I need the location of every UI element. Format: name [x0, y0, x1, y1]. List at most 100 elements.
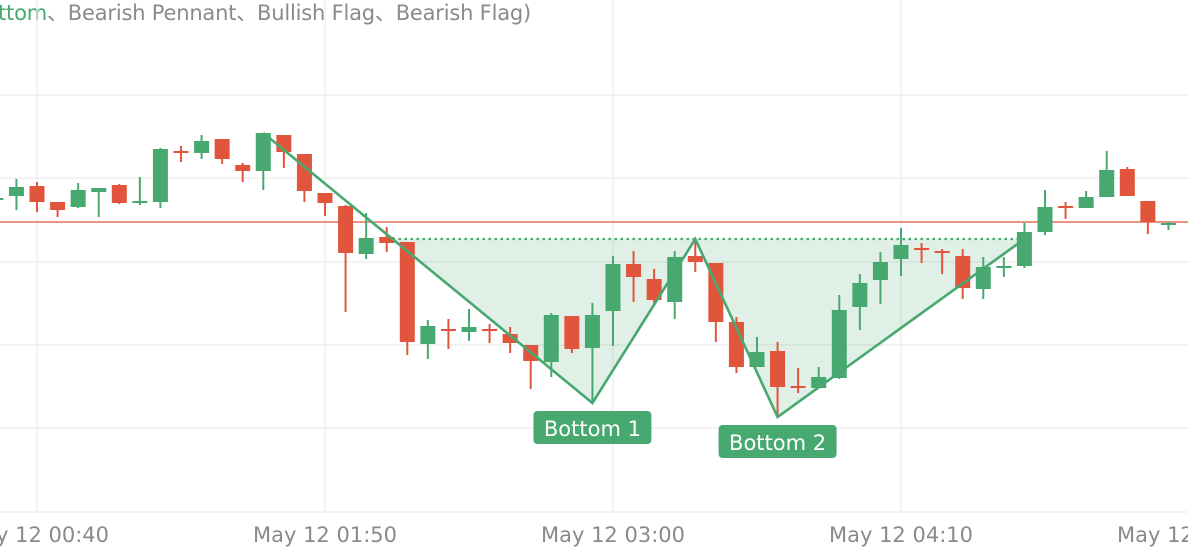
- title-rest: 、Bearish Pennant、Bullish Flag、Bearish Fl…: [46, 1, 531, 25]
- chart-title: ttom、Bearish Pennant、Bullish Flag、Bearis…: [0, 0, 531, 27]
- pattern-line: [262, 131, 1026, 419]
- candle: [1037, 190, 1053, 235]
- candle-body: [564, 316, 580, 349]
- candle: [173, 146, 189, 162]
- x-tick-label: May 12 00:40: [0, 523, 109, 547]
- candle: [70, 183, 86, 208]
- x-tick-label: May 12 03:00: [541, 523, 685, 547]
- candle: [914, 243, 930, 263]
- candle: [543, 313, 559, 377]
- annotation-label: Bottom 1: [544, 417, 641, 441]
- x-axis: May 12 00:40 May 12 01:50 May 12 03:00 May …: [0, 511, 1188, 547]
- x-tick-label: May 12 01:50: [253, 523, 397, 547]
- candle-body: [543, 315, 559, 362]
- candle: [1078, 191, 1094, 208]
- candle-body: [872, 262, 888, 280]
- pattern-overlay: Bottom 1 Bottom 2: [262, 131, 1026, 458]
- candle: [1058, 202, 1074, 219]
- candle: [338, 205, 354, 312]
- candle: [811, 367, 827, 388]
- annotation-box: [718, 425, 837, 458]
- candle-body: [461, 327, 477, 332]
- x-tick-label: May 12 05:20: [1117, 523, 1188, 547]
- candle-body: [790, 386, 806, 388]
- candle-body: [584, 315, 600, 348]
- candle: [255, 133, 271, 190]
- candle-body: [338, 206, 354, 253]
- candle-body: [1078, 197, 1094, 208]
- candle-body: [996, 266, 1012, 268]
- x-tick-label: May 12 04:10: [829, 523, 973, 547]
- candle: [0, 198, 4, 200]
- candle: [379, 227, 395, 252]
- candle: [399, 242, 415, 355]
- candle: [646, 269, 662, 304]
- candle-body: [379, 237, 395, 243]
- candle-body: [811, 377, 827, 388]
- candle: [1160, 222, 1176, 230]
- candle-body: [91, 188, 107, 192]
- candle-body: [50, 202, 66, 210]
- candle: [440, 319, 456, 349]
- candle: [132, 177, 148, 205]
- title-highlight: ttom: [0, 1, 47, 25]
- candle-body: [358, 238, 374, 254]
- candle: [317, 193, 333, 216]
- candle-body: [111, 185, 127, 203]
- candle: [50, 202, 66, 217]
- candle: [358, 213, 374, 259]
- candle: [687, 240, 703, 272]
- candle: [194, 135, 210, 159]
- candle: [996, 257, 1012, 277]
- candle-body: [132, 201, 148, 203]
- candle: [1099, 151, 1115, 197]
- candle-body: [1160, 223, 1176, 225]
- candle: [790, 368, 806, 393]
- candle: [605, 256, 621, 346]
- candle-body: [893, 245, 909, 259]
- candle-body: [194, 141, 210, 153]
- candle-body: [1119, 169, 1135, 196]
- candle: [111, 184, 127, 204]
- candle: [1119, 167, 1135, 196]
- candle-body: [70, 190, 86, 207]
- candle: [1140, 201, 1156, 234]
- candle-body: [173, 151, 189, 153]
- candle: [235, 163, 251, 182]
- candle-body: [1058, 206, 1074, 208]
- candle: [852, 274, 868, 330]
- candle: [152, 148, 168, 208]
- candle-body: [317, 193, 333, 203]
- candle-body: [1037, 207, 1053, 232]
- candle-body: [399, 242, 415, 342]
- candle: [8, 179, 24, 210]
- candle: [420, 320, 436, 359]
- candle: [29, 182, 45, 212]
- candle: [564, 316, 580, 353]
- candle: [955, 249, 971, 299]
- candle: [626, 251, 642, 302]
- candle: [482, 324, 498, 343]
- candle-body: [1016, 232, 1032, 266]
- annotation-label: Bottom 2: [729, 431, 826, 455]
- candle-body: [1099, 170, 1115, 197]
- candle-body: [770, 351, 786, 387]
- candle-body: [440, 329, 456, 331]
- candle: [893, 228, 909, 276]
- candle-body: [934, 251, 950, 253]
- annotation-box: [533, 411, 652, 444]
- candle: [502, 327, 518, 353]
- candle-body: [605, 264, 621, 311]
- candle: [461, 309, 477, 341]
- candle-body: [831, 310, 847, 378]
- candle-body: [8, 187, 24, 196]
- candle-body: [914, 248, 930, 250]
- candle-body: [687, 256, 703, 262]
- candle-body: [214, 139, 230, 159]
- candle: [214, 139, 230, 164]
- candle-body: [152, 149, 168, 202]
- candle-body: [29, 186, 45, 202]
- candle: [1016, 223, 1032, 268]
- candle-body: [235, 165, 251, 171]
